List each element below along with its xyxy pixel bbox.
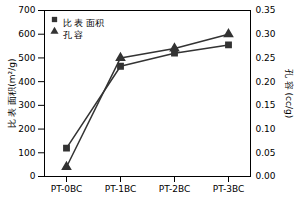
svg-text:200: 200 bbox=[18, 124, 35, 134]
svg-text:0.25: 0.25 bbox=[256, 53, 276, 63]
svg-text:0: 0 bbox=[30, 171, 36, 181]
svg-text:孔 容 (cc/g): 孔 容 (cc/g) bbox=[284, 69, 294, 118]
svg-text:比 表 面积: 比 表 面积 bbox=[63, 18, 105, 28]
svg-text:比 表 面积(m²/g): 比 表 面积(m²/g) bbox=[7, 59, 17, 129]
svg-text:PT-0BC: PT-0BC bbox=[51, 184, 82, 194]
svg-text:0.00: 0.00 bbox=[256, 171, 276, 181]
svg-text:500: 500 bbox=[18, 53, 35, 63]
svg-text:PT-2BC: PT-2BC bbox=[159, 184, 190, 194]
svg-text:孔 容: 孔 容 bbox=[63, 30, 84, 40]
svg-text:300: 300 bbox=[18, 100, 35, 110]
svg-text:0.30: 0.30 bbox=[256, 29, 276, 39]
svg-text:0.35: 0.35 bbox=[256, 5, 276, 15]
svg-text:PT-3BC: PT-3BC bbox=[213, 184, 244, 194]
svg-text:0.05: 0.05 bbox=[256, 148, 276, 158]
svg-text:100: 100 bbox=[18, 148, 35, 158]
svg-text:0.10: 0.10 bbox=[256, 124, 276, 134]
svg-text:PT-1BC: PT-1BC bbox=[105, 184, 136, 194]
svg-text:600: 600 bbox=[18, 29, 35, 39]
svg-text:700: 700 bbox=[18, 5, 35, 15]
svg-text:0.20: 0.20 bbox=[256, 77, 276, 87]
svg-text:0.15: 0.15 bbox=[256, 100, 276, 110]
svg-text:400: 400 bbox=[18, 77, 35, 87]
